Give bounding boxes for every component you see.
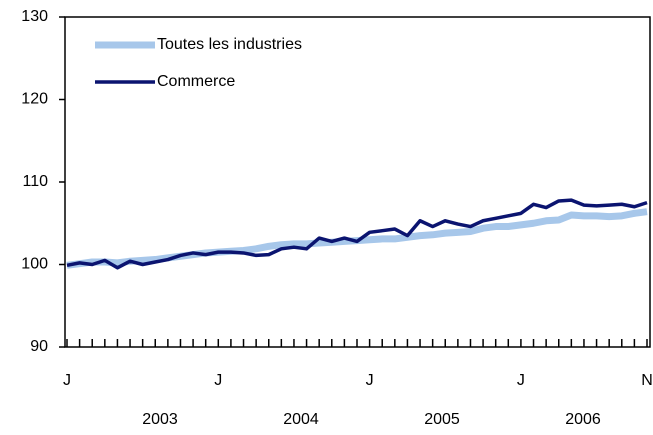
legend-label: Commerce <box>157 73 235 90</box>
y-tick-label: 120 <box>21 91 48 108</box>
x-group-label: 2004 <box>283 411 319 428</box>
y-tick-label: 110 <box>22 173 48 190</box>
y-tick-label: 90 <box>30 338 48 355</box>
y-tick-label: 130 <box>21 8 48 25</box>
x-group-label: 2006 <box>565 411 601 428</box>
x-tick-label: J <box>517 372 525 389</box>
y-tick-label: 100 <box>21 256 48 273</box>
plot-frame <box>64 16 651 348</box>
x-tick-label: J <box>366 372 374 389</box>
x-tick-label: J <box>63 372 71 389</box>
x-group-label: 2003 <box>142 411 178 428</box>
series-line <box>66 208 648 269</box>
series-line <box>66 198 648 270</box>
x-group-label: 2005 <box>424 411 460 428</box>
legend-label: Toutes les industries <box>157 36 302 53</box>
x-tick-label: J <box>214 372 222 389</box>
x-tick-label: N <box>641 372 653 389</box>
